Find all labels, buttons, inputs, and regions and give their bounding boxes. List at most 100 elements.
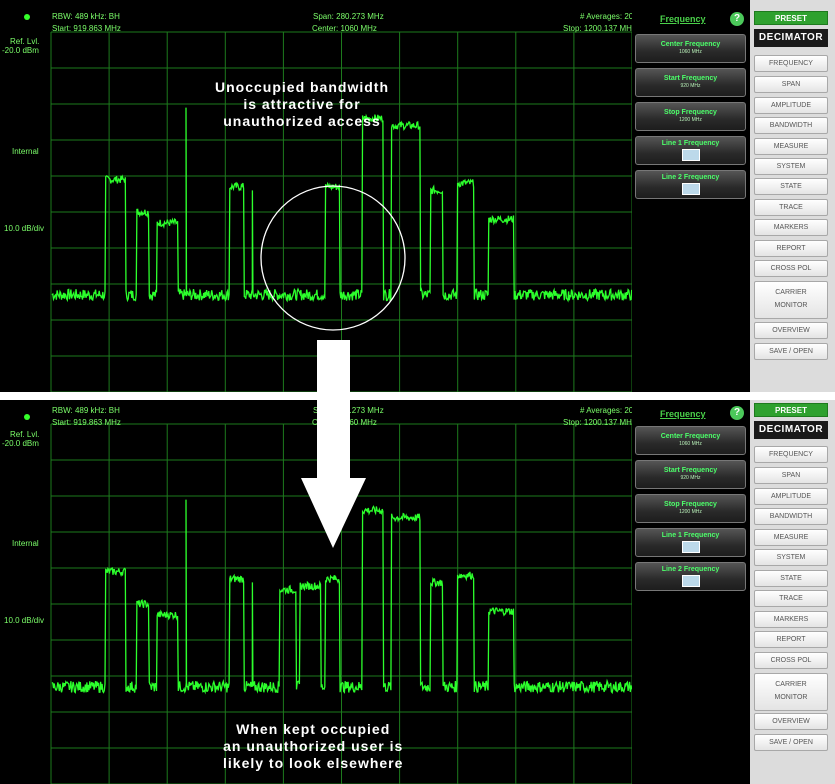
- menu-carrier-monitor[interactable]: CARRIER MONITOR: [754, 673, 828, 711]
- ref-level-value: -20.0 dBm: [2, 439, 39, 448]
- menu-save-open[interactable]: SAVE / OPEN: [754, 343, 828, 360]
- side-panel-title[interactable]: Frequency: [660, 14, 706, 24]
- button-label: Stop Frequency: [664, 501, 717, 508]
- line2-frequency-button[interactable]: Line 2 Frequency: [635, 562, 746, 591]
- menu-state[interactable]: STATE: [754, 178, 828, 195]
- line1-color-swatch: [681, 541, 700, 553]
- stop-frequency-button[interactable]: Stop Frequency 1200 MHz: [635, 494, 746, 523]
- side-panel-title[interactable]: Frequency: [660, 409, 706, 419]
- ref-level-label: Ref. Lvl.: [10, 430, 40, 439]
- line2-color-swatch: [681, 575, 700, 587]
- menu-system[interactable]: SYSTEM: [754, 158, 828, 175]
- frequency-side-panel: Frequency ? Center Frequency 1060 MHz Sta…: [632, 0, 750, 392]
- menu-markers[interactable]: MARKERS: [754, 219, 828, 236]
- button-label: Center Frequency: [660, 433, 721, 440]
- button-value: 1200 MHz: [679, 509, 702, 515]
- spectrum-plot[interactable]: RBW: 489 kHz: BH Start: 919.863 MHz Span…: [0, 400, 636, 784]
- menu-overview[interactable]: OVERVIEW: [754, 713, 828, 730]
- start-frequency-button[interactable]: Start Frequency 920 MHz: [635, 68, 746, 97]
- mode-label: Internal: [12, 147, 39, 156]
- line2-color-swatch: [681, 183, 700, 195]
- annotation-line: an unauthorized user is: [223, 738, 404, 754]
- stop-frequency-button[interactable]: Stop Frequency 1200 MHz: [635, 102, 746, 131]
- rbw-label: RBW: 489 kHz: BH: [52, 406, 120, 415]
- frequency-side-panel: Frequency ? Center Frequency 1060 MHz Sta…: [632, 400, 750, 784]
- averages-label: # Averages: 20: [580, 406, 634, 415]
- help-icon[interactable]: ?: [730, 12, 744, 26]
- line1-frequency-button[interactable]: Line 1 Frequency: [635, 528, 746, 557]
- menu-span[interactable]: SPAN: [754, 76, 828, 93]
- highlight-circle: [260, 185, 406, 331]
- menu-bandwidth[interactable]: BANDWIDTH: [754, 508, 828, 525]
- menu-span[interactable]: SPAN: [754, 467, 828, 484]
- line1-frequency-button[interactable]: Line 1 Frequency: [635, 136, 746, 165]
- menu-report[interactable]: REPORT: [754, 631, 828, 648]
- center-frequency-button[interactable]: Center Frequency 1060 MHz: [635, 426, 746, 455]
- menu-system[interactable]: SYSTEM: [754, 549, 828, 566]
- menu-state[interactable]: STATE: [754, 570, 828, 587]
- menu-markers[interactable]: MARKERS: [754, 611, 828, 628]
- menu-overview[interactable]: OVERVIEW: [754, 322, 828, 339]
- center-frequency-button[interactable]: Center Frequency 1060 MHz: [635, 34, 746, 63]
- spectrum-svg: [50, 31, 632, 392]
- annotation-line: likely to look elsewhere: [223, 755, 404, 771]
- ref-level-value: -20.0 dBm: [2, 46, 39, 55]
- button-label: Start Frequency: [663, 75, 718, 82]
- rbw-label: RBW: 489 kHz: BH: [52, 12, 120, 21]
- menu-frequency[interactable]: FREQUENCY: [754, 446, 828, 463]
- status-dot-icon: [24, 14, 30, 20]
- menu-measure[interactable]: MEASURE: [754, 138, 828, 155]
- annotation-text: Unoccupied bandwidth is attractive for u…: [215, 79, 389, 130]
- menu-report[interactable]: REPORT: [754, 240, 828, 257]
- span-label: Span: 280.273 MHz: [313, 12, 384, 21]
- menu-frequency[interactable]: FREQUENCY: [754, 55, 828, 72]
- analyzer-panel-top: RBW: 489 kHz: BH Start: 919.863 MHz Span…: [0, 0, 835, 392]
- ref-level-label: Ref. Lvl.: [10, 37, 40, 46]
- scale-label: 10.0 dB/div: [4, 224, 45, 233]
- button-label: Line 2 Frequency: [661, 566, 720, 573]
- stop-freq-label: Stop: 1200.137 MHz: [563, 24, 636, 33]
- status-dot-icon: [24, 414, 30, 420]
- mode-label: Internal: [12, 539, 39, 548]
- spectrum-plot[interactable]: RBW: 489 kHz: BH Start: 919.863 MHz Span…: [0, 0, 636, 392]
- menu-carrier-monitor[interactable]: CARRIER MONITOR: [754, 281, 828, 319]
- spectrum-trace: [51, 107, 632, 303]
- menu-trace[interactable]: TRACE: [754, 199, 828, 216]
- annotation-line: is attractive for: [243, 96, 361, 112]
- button-value: 1060 MHz: [679, 441, 702, 447]
- line1-color-swatch: [681, 149, 700, 161]
- button-label: Center Frequency: [660, 41, 721, 48]
- help-icon[interactable]: ?: [730, 406, 744, 420]
- button-value: 920 MHz: [680, 475, 701, 481]
- line2-frequency-button[interactable]: Line 2 Frequency: [635, 170, 746, 199]
- button-value: 1060 MHz: [679, 49, 702, 55]
- menu-measure[interactable]: MEASURE: [754, 529, 828, 546]
- menu-cross-pol[interactable]: CROSS POL: [754, 652, 828, 669]
- preset-button[interactable]: PRESET: [754, 403, 828, 417]
- button-value: 1200 MHz: [679, 117, 702, 123]
- main-menu: PRESET DECIMATOR FREQUENCY SPAN AMPLITUD…: [750, 400, 835, 784]
- start-freq-label: Start: 919.863 MHz: [52, 24, 121, 33]
- start-frequency-button[interactable]: Start Frequency 920 MHz: [635, 460, 746, 489]
- main-menu: PRESET DECIMATOR FREQUENCY SPAN AMPLITUD…: [750, 0, 835, 392]
- annotation-line: unauthorized access: [223, 113, 381, 129]
- menu-cross-pol[interactable]: CROSS POL: [754, 260, 828, 277]
- spectrum-trace: [51, 499, 632, 695]
- button-label: Start Frequency: [663, 467, 718, 474]
- menu-amplitude[interactable]: AMPLITUDE: [754, 488, 828, 505]
- spectrum-svg: [50, 423, 632, 784]
- preset-button[interactable]: PRESET: [754, 11, 828, 25]
- annotation-line: Unoccupied bandwidth: [215, 79, 389, 95]
- decimator-logo: DECIMATOR: [754, 421, 828, 439]
- menu-save-open[interactable]: SAVE / OPEN: [754, 734, 828, 751]
- decimator-logo: DECIMATOR: [754, 29, 828, 47]
- menu-bandwidth[interactable]: BANDWIDTH: [754, 117, 828, 134]
- stop-freq-label: Stop: 1200.137 MHz: [563, 418, 636, 427]
- button-label: Stop Frequency: [664, 109, 717, 116]
- start-freq-label: Start: 919.863 MHz: [52, 418, 121, 427]
- menu-amplitude[interactable]: AMPLITUDE: [754, 97, 828, 114]
- scale-label: 10.0 dB/div: [4, 616, 45, 625]
- menu-trace[interactable]: TRACE: [754, 590, 828, 607]
